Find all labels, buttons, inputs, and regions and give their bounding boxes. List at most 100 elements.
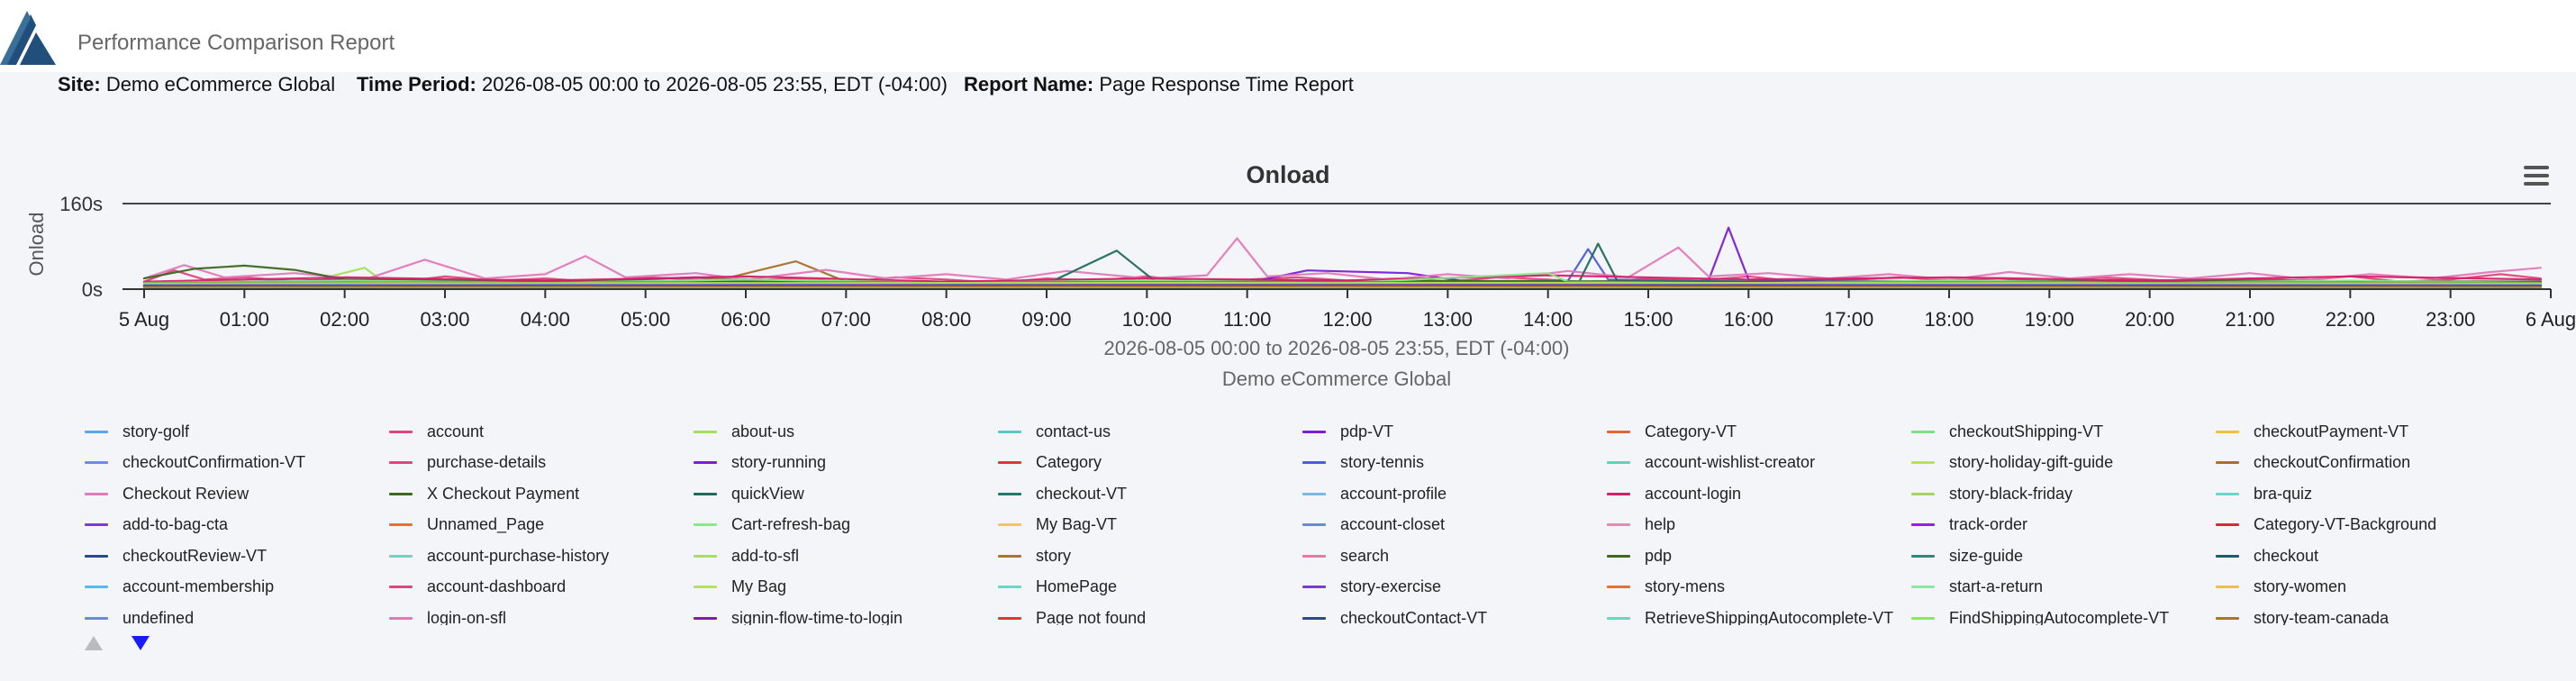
legend-item[interactable]: start-a-return (1911, 572, 2043, 603)
legend-item[interactable]: login-on-sfl (389, 603, 506, 625)
legend-item[interactable]: Checkout Review (85, 478, 249, 509)
report-info-bar: Site: Demo eCommerce Global Time Period:… (0, 72, 2576, 99)
legend-label: checkoutPayment-VT (2254, 422, 2409, 440)
legend-item[interactable]: account-dashboard (389, 572, 566, 603)
legend-item[interactable]: Page not found (998, 603, 1146, 625)
legend-item[interactable]: story-team-canada (2216, 603, 2389, 625)
legend-swatch (2216, 492, 2239, 495)
legend-label: story (1036, 546, 1072, 565)
x-tick-label: 23:00 (2426, 308, 2475, 331)
legend-item[interactable]: checkoutContact-VT (1302, 603, 1487, 625)
legend-item[interactable]: Cart-refresh-bag (694, 510, 850, 540)
legend-label: Category-VT (1645, 422, 1737, 440)
legend-item[interactable]: contact-us (998, 416, 1111, 447)
legend-label: story-tennis (1340, 453, 1425, 471)
legend-item[interactable]: quickView (694, 478, 804, 509)
legend-item[interactable]: pdp-VT (1302, 416, 1393, 447)
legend-swatch (998, 461, 1021, 464)
legend-label: track-order (1949, 515, 2028, 533)
legend-swatch (694, 461, 717, 464)
legend-item[interactable]: purchase-details (389, 448, 546, 478)
legend-swatch (1607, 586, 1630, 588)
legend-swatch (1911, 461, 1935, 464)
legend-item[interactable]: story-golf (85, 416, 189, 447)
legend-label: FindShippingAutocomplete-VT (1949, 608, 2170, 626)
series-line-checkout-review (142, 237, 2542, 281)
legend-swatch (1911, 616, 1935, 620)
legend-item[interactable]: account (389, 416, 484, 447)
legend-item[interactable]: Unnamed_Page (389, 510, 544, 540)
legend-item[interactable]: story (998, 540, 1071, 571)
legend-item[interactable]: story-holiday-gift-guide (1911, 448, 2113, 478)
x-tick-label: 5 Aug (119, 308, 169, 331)
legend-item[interactable]: checkoutPayment-VT (2216, 416, 2408, 447)
legend-swatch (998, 523, 1021, 526)
legend-item[interactable]: checkout-VT (998, 478, 1127, 509)
legend-item[interactable]: search (1302, 540, 1389, 571)
legend-swatch (2216, 430, 2239, 433)
legend-item[interactable]: account-login (1607, 478, 1741, 509)
legend-item[interactable]: story-women (2216, 572, 2346, 603)
legend-item[interactable]: Category-VT-Background (2216, 510, 2436, 540)
legend-swatch (85, 523, 108, 526)
x-tick-label: 05:00 (621, 308, 670, 331)
arrow-up-icon[interactable] (85, 636, 103, 650)
legend-label: account-closet (1340, 515, 1446, 533)
legend-label: pdp (1645, 546, 1673, 565)
legend-swatch (85, 430, 108, 433)
legend-item[interactable]: account-closet (1302, 510, 1445, 540)
y-tick-label: 160s (59, 193, 103, 215)
legend-item[interactable]: track-order (1911, 510, 2027, 540)
legend-item[interactable]: help (1607, 510, 1675, 540)
legend-label: bra-quiz (2254, 484, 2313, 503)
legend-item[interactable]: undefined (85, 603, 194, 625)
legend-item[interactable]: Category-VT (1607, 416, 1737, 447)
legend-item[interactable]: X Checkout Payment (389, 478, 579, 509)
legend-swatch (389, 554, 413, 558)
legend-label: account-purchase-history (427, 546, 610, 565)
legend-item[interactable]: FindShippingAutocomplete-VT (1911, 603, 2169, 625)
legend-item[interactable]: checkoutShipping-VT (1911, 416, 2103, 447)
legend-label: checkoutShipping-VT (1949, 422, 2104, 440)
legend-item[interactable]: account-membership (85, 572, 274, 603)
legend-item[interactable]: Category (998, 448, 1102, 478)
hamburger-menu-icon[interactable] (2524, 166, 2549, 187)
legend-item[interactable]: account-wishlist-creator (1607, 448, 1815, 478)
legend-label: story-team-canada (2254, 608, 2390, 626)
legend-item[interactable]: checkoutConfirmation (2216, 448, 2410, 478)
legend-item[interactable]: My Bag-VT (998, 510, 1117, 540)
report-name-value: Page Response Time Report (1099, 73, 1354, 95)
legend-label: undefined (122, 608, 195, 626)
legend-item[interactable]: checkoutConfirmation-VT (85, 448, 305, 478)
legend-item[interactable]: My Bag (694, 572, 786, 603)
legend-item[interactable]: account-profile (1302, 478, 1447, 509)
legend-item[interactable]: add-to-sfl (694, 540, 799, 571)
legend-item[interactable]: story-exercise (1302, 572, 1441, 603)
legend-item[interactable]: story-black-friday (1911, 478, 2073, 509)
period-label: Time Period: (357, 73, 476, 95)
legend-item[interactable]: add-to-bag-cta (85, 510, 228, 540)
legend-swatch (389, 616, 413, 620)
legend-item[interactable]: HomePage (998, 572, 1117, 603)
legend-item[interactable]: about-us (694, 416, 794, 447)
legend-item[interactable]: checkout (2216, 540, 2318, 571)
legend-item[interactable]: story-running (694, 448, 826, 478)
legend-item[interactable]: checkoutReview-VT (85, 540, 267, 571)
legend-item[interactable]: story-tennis (1302, 448, 1424, 478)
legend-swatch (85, 554, 108, 558)
site-label: Site: (58, 73, 101, 95)
legend-swatch (1302, 430, 1326, 433)
legend-item[interactable]: signin-flow-time-to-login (694, 603, 903, 625)
arrow-down-icon[interactable] (132, 636, 150, 650)
legend-item[interactable]: story-mens (1607, 572, 1725, 603)
legend-item[interactable]: pdp (1607, 540, 1672, 571)
legend-swatch (1302, 492, 1326, 495)
legend-item[interactable]: account-purchase-history (389, 540, 609, 571)
legend-item[interactable]: RetrieveShippingAutocomplete-VT (1607, 603, 1893, 625)
legend-swatch (694, 616, 717, 620)
legend-item[interactable]: bra-quiz (2216, 478, 2312, 509)
legend-label: story-holiday-gift-guide (1949, 453, 2114, 471)
legend-item[interactable]: size-guide (1911, 540, 2023, 571)
legend-label: size-guide (1949, 546, 2024, 565)
legend-label: Cart-refresh-bag (731, 515, 851, 533)
